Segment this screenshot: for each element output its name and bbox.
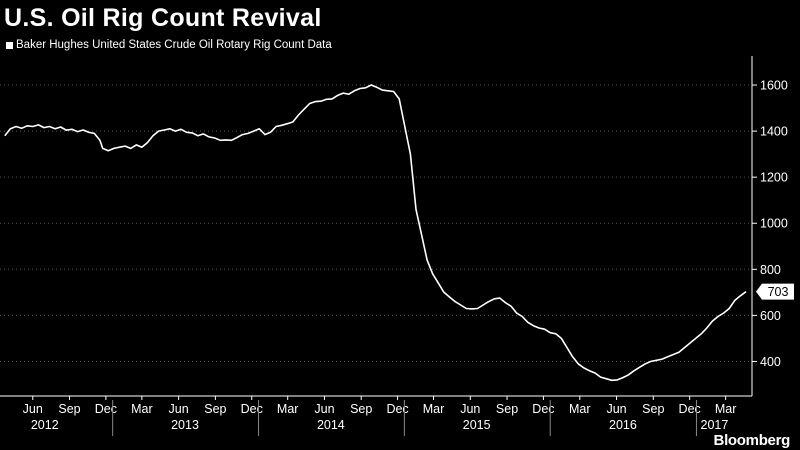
x-axis: Jun Sep Dec Mar Jun Sep Dec Mar Jun Sep Dec Mar Jun S… <box>0 395 752 436</box>
x-tick-label: Jun <box>314 402 334 416</box>
x-tick-label: Jun <box>169 402 189 416</box>
x-tick-label: Dec <box>386 402 408 416</box>
x-tick-label: Mar <box>277 402 299 416</box>
y-tick-label: 400 <box>760 355 781 369</box>
bloomberg-logo: Bloomberg <box>713 432 791 449</box>
x-tick-label: Dec <box>679 402 701 416</box>
year-label: 2014 <box>317 418 345 432</box>
year-label: 2013 <box>171 418 199 432</box>
y-tick-label: 800 <box>760 263 781 277</box>
series-group <box>4 84 747 382</box>
y-axis: 400 600 800 1000 1200 1400 1600 <box>751 56 788 396</box>
last-value-label: 703 <box>768 285 789 299</box>
x-tick-label: Sep <box>496 402 518 416</box>
year-label: 2017 <box>701 418 729 432</box>
x-tick-label: Sep <box>642 402 664 416</box>
legend-swatch <box>6 41 13 49</box>
x-tick-label: Jun <box>606 402 626 416</box>
last-value-group: 703 <box>756 283 794 300</box>
year-label: 2016 <box>609 418 637 432</box>
series-line <box>4 84 747 382</box>
legend: Baker Hughes United States Crude Oil Rot… <box>6 39 332 51</box>
x-tick-label: Dec <box>532 402 554 416</box>
year-label: 2015 <box>463 418 491 432</box>
x-tick-label: Mar <box>131 402 153 416</box>
chart-title: U.S. Oil Rig Count Revival <box>4 4 322 32</box>
y-tick-label: 1600 <box>760 79 788 93</box>
legend-label: Baker Hughes United States Crude Oil Rot… <box>16 39 332 51</box>
y-tick-label: 600 <box>760 309 781 323</box>
x-tick-label: Sep <box>350 402 372 416</box>
gridlines <box>0 84 752 362</box>
x-tick-label: Sep <box>204 402 226 416</box>
last-value-box <box>756 283 794 300</box>
x-tick-label: Dec <box>241 402 263 416</box>
x-tick-label: Jun <box>460 402 480 416</box>
x-tick-label: Jun <box>23 402 43 416</box>
year-label: 2012 <box>31 418 59 432</box>
x-tick-label: Dec <box>95 402 117 416</box>
x-tick-label: Sep <box>58 402 80 416</box>
y-tick-label: 1000 <box>760 217 788 231</box>
y-tick-label: 1400 <box>760 125 788 139</box>
y-tick-label: 1200 <box>760 171 788 185</box>
x-tick-label: Mar <box>423 402 445 416</box>
x-tick-label: Mar <box>715 402 737 416</box>
x-tick-label: Mar <box>569 402 591 416</box>
